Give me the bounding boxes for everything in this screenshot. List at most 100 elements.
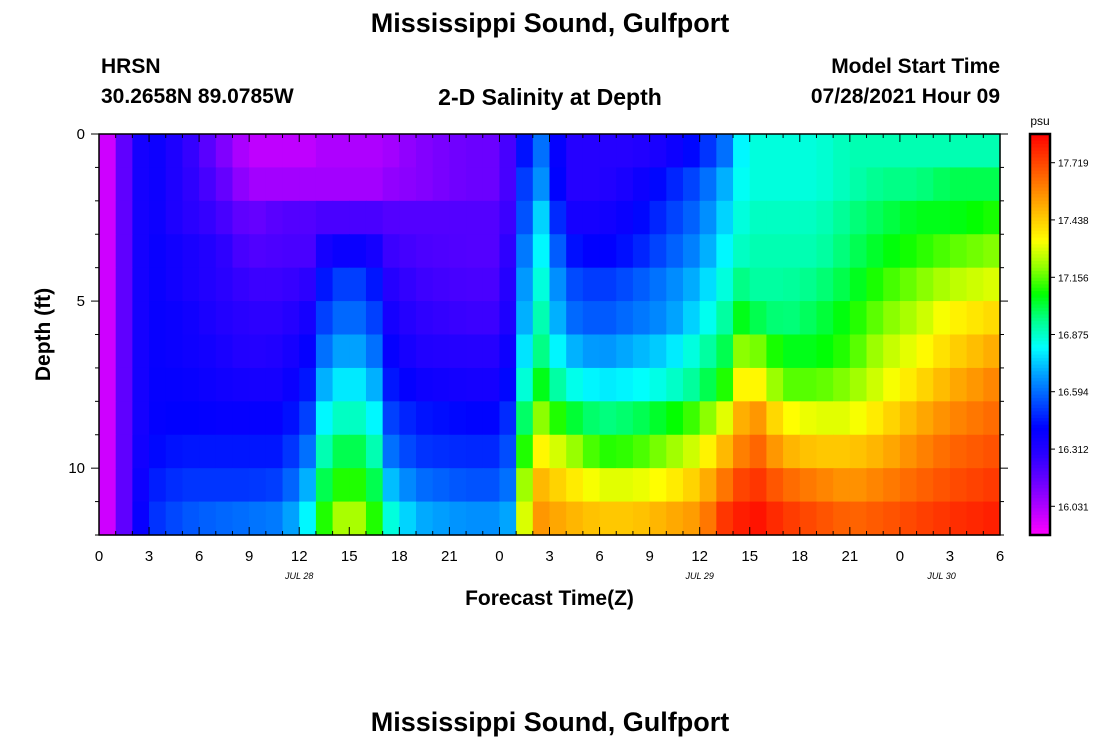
heatmap-cell bbox=[215, 200, 234, 235]
colorbar-tick-label: 16.594 bbox=[1058, 388, 1089, 399]
heatmap-cell bbox=[182, 334, 200, 369]
heatmap-cell bbox=[382, 134, 400, 169]
heatmap-cell bbox=[432, 401, 450, 436]
heatmap-cell bbox=[649, 434, 667, 469]
heatmap-cell bbox=[299, 200, 317, 235]
colorbar-segment bbox=[1030, 140, 1050, 145]
heatmap-cell bbox=[365, 234, 384, 269]
heatmap-cell bbox=[115, 367, 133, 402]
colorbar-segment bbox=[1030, 361, 1050, 366]
heatmap-cell bbox=[883, 434, 901, 469]
heatmap-cell bbox=[282, 367, 300, 402]
heatmap-cell bbox=[432, 434, 450, 469]
heatmap-cell bbox=[382, 167, 400, 202]
heatmap-cell bbox=[799, 200, 818, 235]
heatmap-cell bbox=[849, 401, 868, 436]
heatmap-cell bbox=[566, 434, 584, 469]
heatmap-cell bbox=[532, 301, 551, 336]
heatmap-cell bbox=[983, 367, 1001, 402]
colorbar-segment bbox=[1030, 408, 1050, 412]
x-tick-label: 15 bbox=[341, 548, 358, 565]
heatmap-cell bbox=[232, 134, 250, 169]
heatmap-cell bbox=[833, 267, 851, 302]
colorbar-segment bbox=[1030, 134, 1050, 138]
heatmap-cell bbox=[966, 401, 984, 436]
heatmap-cell bbox=[249, 301, 267, 336]
heatmap-cell bbox=[466, 200, 484, 235]
heatmap-cell bbox=[466, 134, 484, 169]
heatmap-cell bbox=[733, 434, 751, 469]
colorbar-segment bbox=[1030, 187, 1050, 192]
colorbar-segment bbox=[1030, 304, 1050, 309]
heatmap-cell bbox=[165, 334, 184, 369]
heatmap-cell bbox=[599, 501, 617, 536]
heatmap-cell bbox=[749, 267, 768, 302]
heatmap-cell bbox=[616, 434, 634, 469]
heatmap-cell bbox=[449, 267, 467, 302]
colorbar-segment bbox=[1030, 137, 1050, 142]
heatmap-cell bbox=[716, 167, 734, 202]
heatmap-cell bbox=[332, 267, 350, 302]
heatmap-cell bbox=[699, 134, 717, 169]
heatmap-cell bbox=[115, 134, 133, 169]
heatmap-cell bbox=[232, 167, 250, 202]
heatmap-cell bbox=[149, 267, 167, 302]
heatmap-cell bbox=[99, 301, 117, 336]
heatmap-cell bbox=[482, 367, 501, 402]
heatmap-cell bbox=[849, 134, 868, 169]
heatmap-cell bbox=[332, 401, 350, 436]
x-tick-label: 9 bbox=[245, 548, 253, 565]
heatmap-cell bbox=[315, 367, 334, 402]
heatmap-cell bbox=[582, 301, 601, 336]
heatmap-cells bbox=[99, 134, 1001, 536]
heatmap-cell bbox=[699, 401, 717, 436]
heatmap-cell bbox=[115, 234, 133, 269]
heatmap-cell bbox=[132, 434, 150, 469]
heatmap-cell bbox=[215, 267, 234, 302]
heatmap-cell bbox=[916, 434, 934, 469]
heatmap-cell bbox=[566, 134, 584, 169]
heatmap-cell bbox=[466, 367, 484, 402]
colorbar-segment bbox=[1030, 461, 1050, 466]
heatmap-cell bbox=[699, 501, 717, 536]
heatmap-cell bbox=[315, 200, 334, 235]
heatmap-cell bbox=[299, 367, 317, 402]
heatmap-cell bbox=[549, 334, 567, 369]
heatmap-cell bbox=[716, 468, 734, 503]
heatmap-cell bbox=[666, 167, 684, 202]
heatmap-cell bbox=[132, 134, 150, 169]
heatmap-cell bbox=[566, 167, 584, 202]
heatmap-cell bbox=[499, 468, 517, 503]
heatmap-cell bbox=[299, 134, 317, 169]
heatmap-cell bbox=[616, 367, 634, 402]
x-tick-label: 3 bbox=[545, 548, 553, 565]
colorbar-segment bbox=[1030, 277, 1050, 282]
colorbar-segment bbox=[1030, 528, 1050, 533]
heatmap-cell bbox=[816, 134, 834, 169]
heatmap-cell bbox=[783, 234, 801, 269]
heatmap-cell bbox=[599, 134, 617, 169]
heatmap-cell bbox=[532, 234, 551, 269]
heatmap-cell bbox=[149, 167, 167, 202]
heatmap-cell bbox=[816, 434, 834, 469]
heatmap-cell bbox=[299, 234, 317, 269]
heatmap-cell bbox=[165, 468, 184, 503]
colorbar-segment bbox=[1030, 281, 1050, 285]
heatmap-cell bbox=[682, 167, 701, 202]
heatmap-cell bbox=[716, 301, 734, 336]
heatmap-cell bbox=[582, 200, 601, 235]
x-tick-label: 0 bbox=[495, 548, 503, 565]
heatmap-cell bbox=[149, 301, 167, 336]
heatmap-cell bbox=[416, 334, 434, 369]
heatmap-cell bbox=[132, 401, 150, 436]
station-id: HRSN bbox=[101, 55, 161, 78]
heatmap-cell bbox=[232, 367, 250, 402]
heatmap-cell bbox=[532, 468, 551, 503]
colorbar-segment bbox=[1030, 260, 1050, 265]
date-label: JUL 30 bbox=[926, 571, 955, 581]
heatmap-cell bbox=[816, 167, 834, 202]
heatmap-cell bbox=[866, 367, 884, 402]
heatmap-cell bbox=[866, 301, 884, 336]
x-tick-label: 18 bbox=[791, 548, 808, 565]
heatmap-cell bbox=[682, 434, 701, 469]
